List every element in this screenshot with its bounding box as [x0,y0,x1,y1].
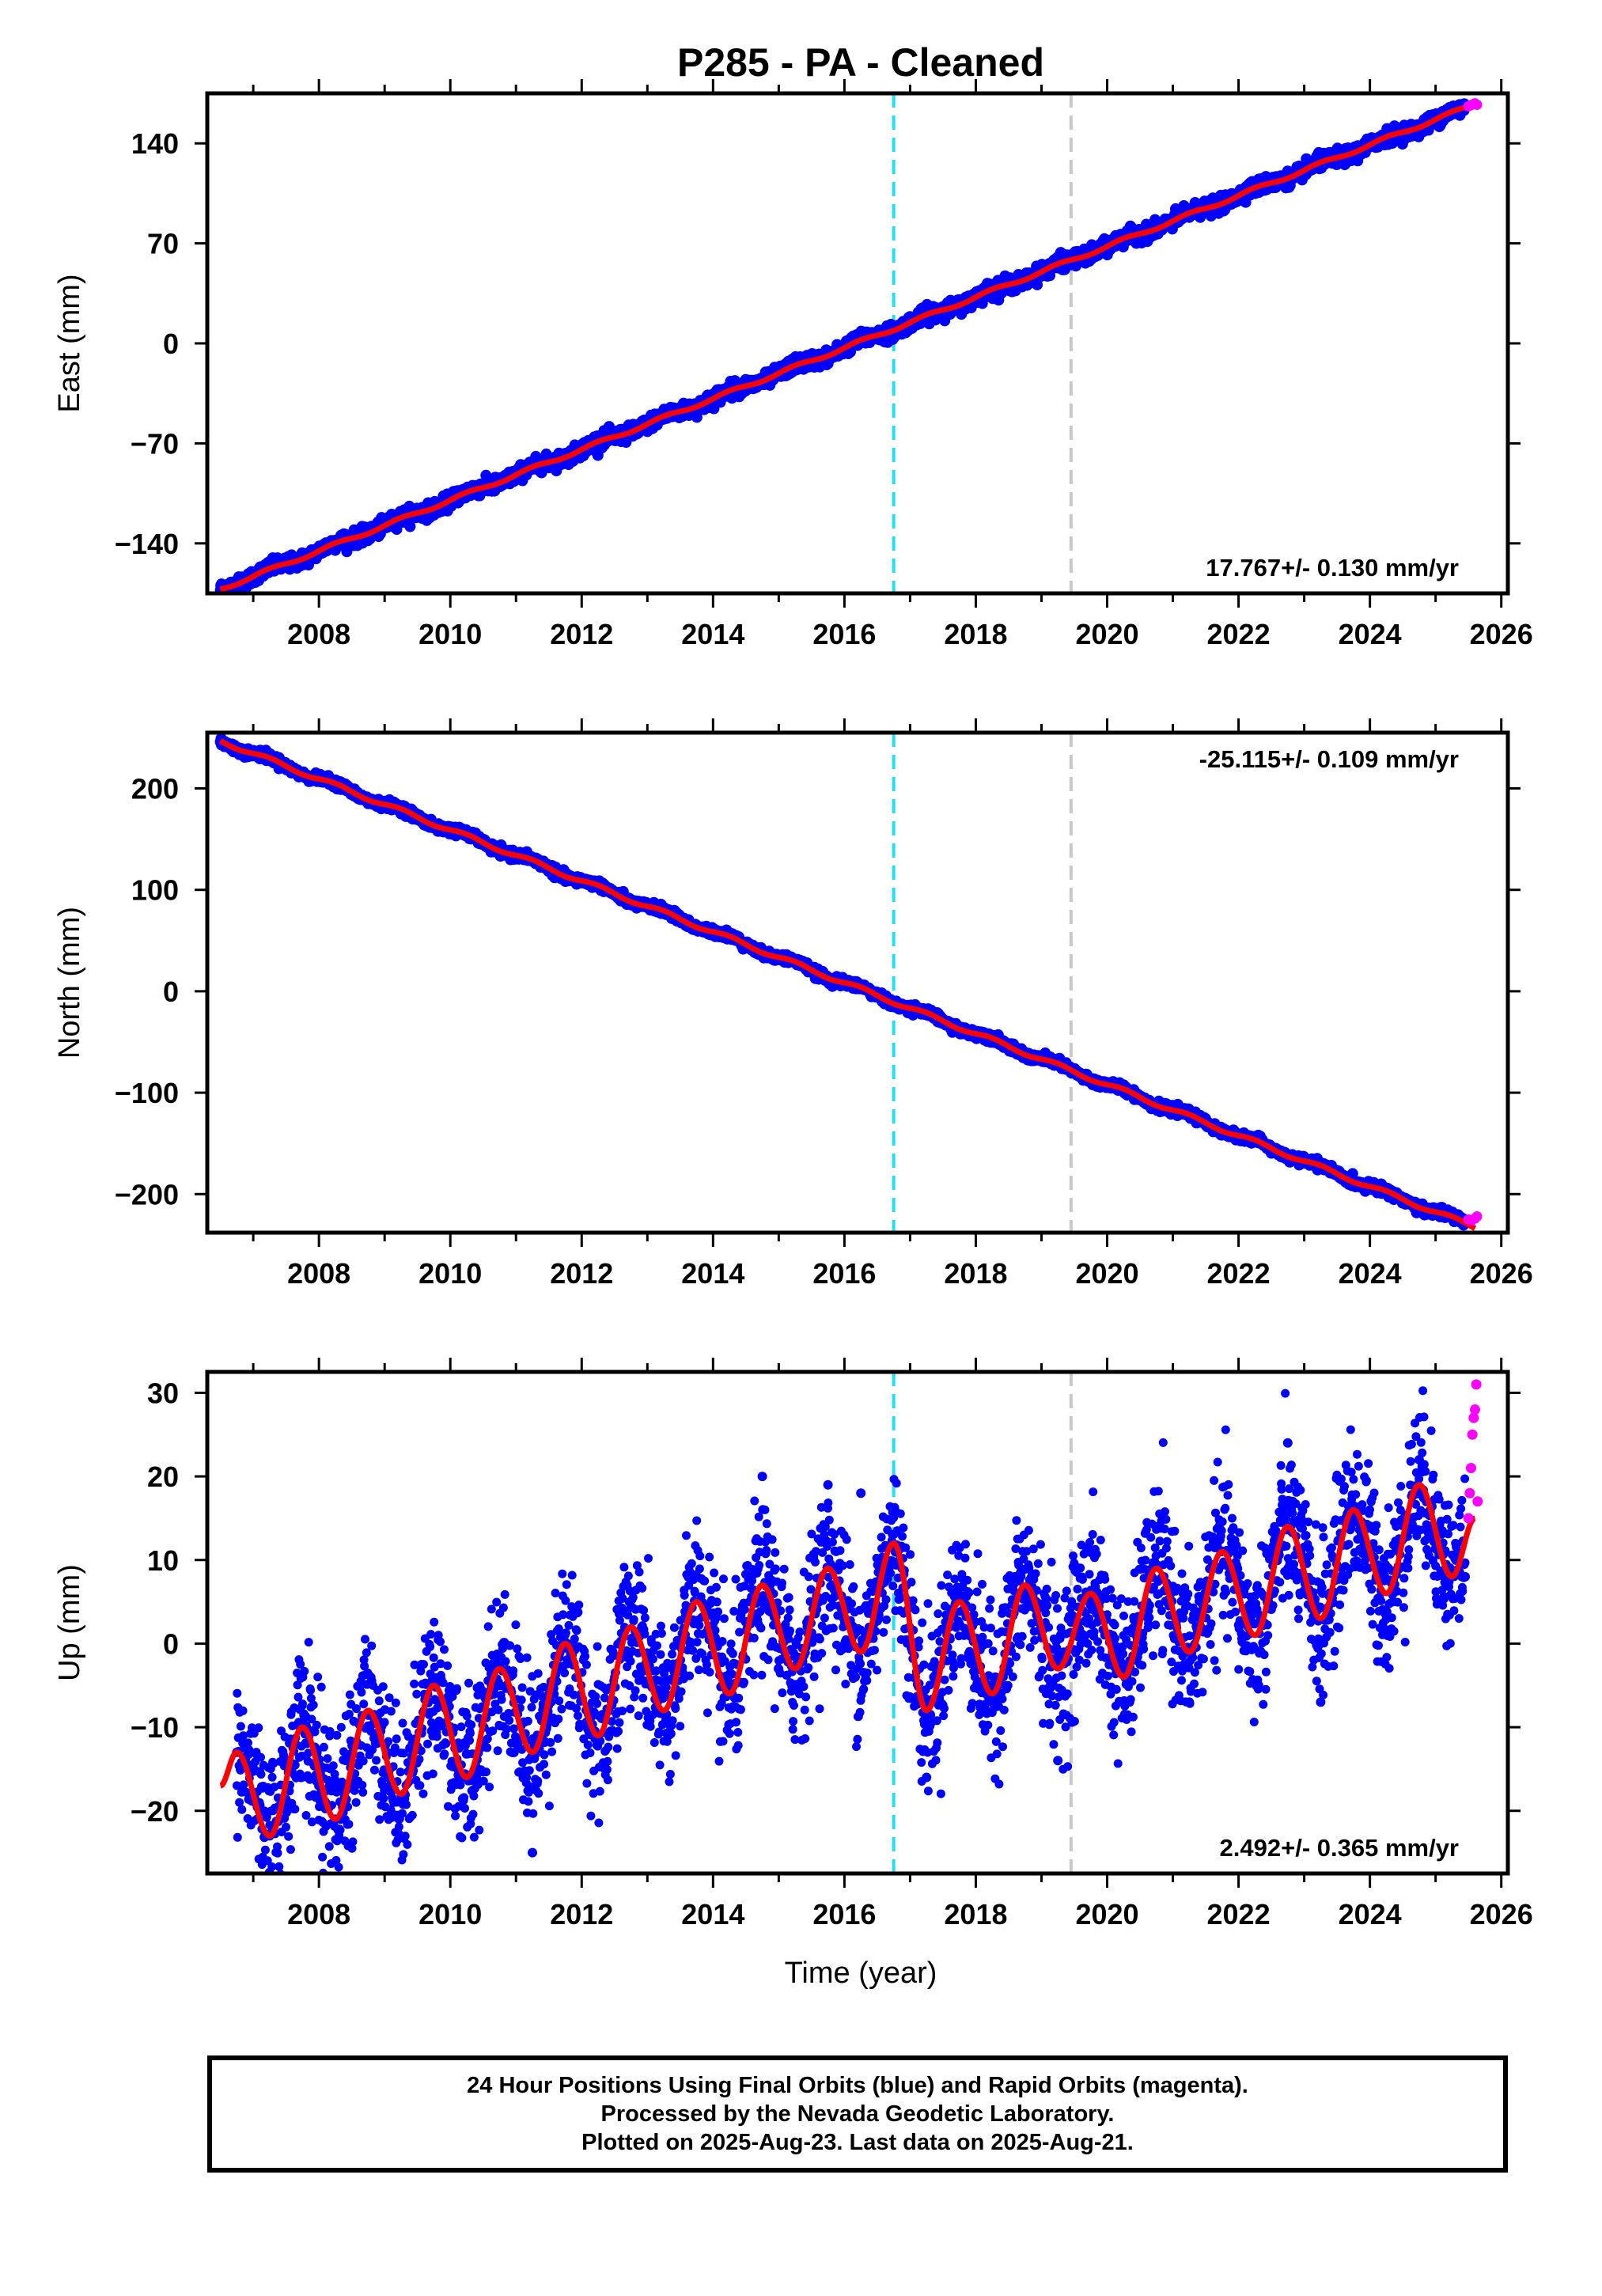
x-tick-label: 2026 [1470,618,1533,650]
y-tick-label: −140 [115,528,179,560]
x-tick-label: 2022 [1207,618,1271,650]
model-fit-line [218,102,1477,593]
chart-title: P285 - PA - Cleaned [677,40,1044,85]
x-tick-label: 2024 [1339,618,1402,650]
y-tick-label: 0 [163,328,179,360]
y-tick-label: 70 [147,228,179,260]
x-tick-label: 2010 [418,618,482,650]
x-tick-label: 2016 [812,618,876,650]
north-panel: 2008 2010 2012 2014 2016 2018 2020 2022 2024 2026… [53,718,1533,1290]
y-tick-label: −70 [131,427,179,460]
x-tick-label: 2014 [681,618,744,650]
velocity-rate-label: 17.767+/- 0.130 mm/yr [1206,554,1459,582]
plot-area [214,733,1483,1233]
x-tick-label: 2020 [1075,618,1138,650]
x-tick-label: 2018 [944,618,1007,650]
y-axis-label: East (mm) [53,274,86,412]
x-tick-label: 2008 [287,618,350,650]
x-tick-label: 2012 [550,618,613,650]
east-panel: 2008 2010 2012 2014 2016 2018 2020 2022 2024 2026… [53,79,1533,650]
rapid-orbit-point [1471,99,1483,110]
y-tick-label: 140 [131,127,179,160]
plot-area [214,93,1483,593]
